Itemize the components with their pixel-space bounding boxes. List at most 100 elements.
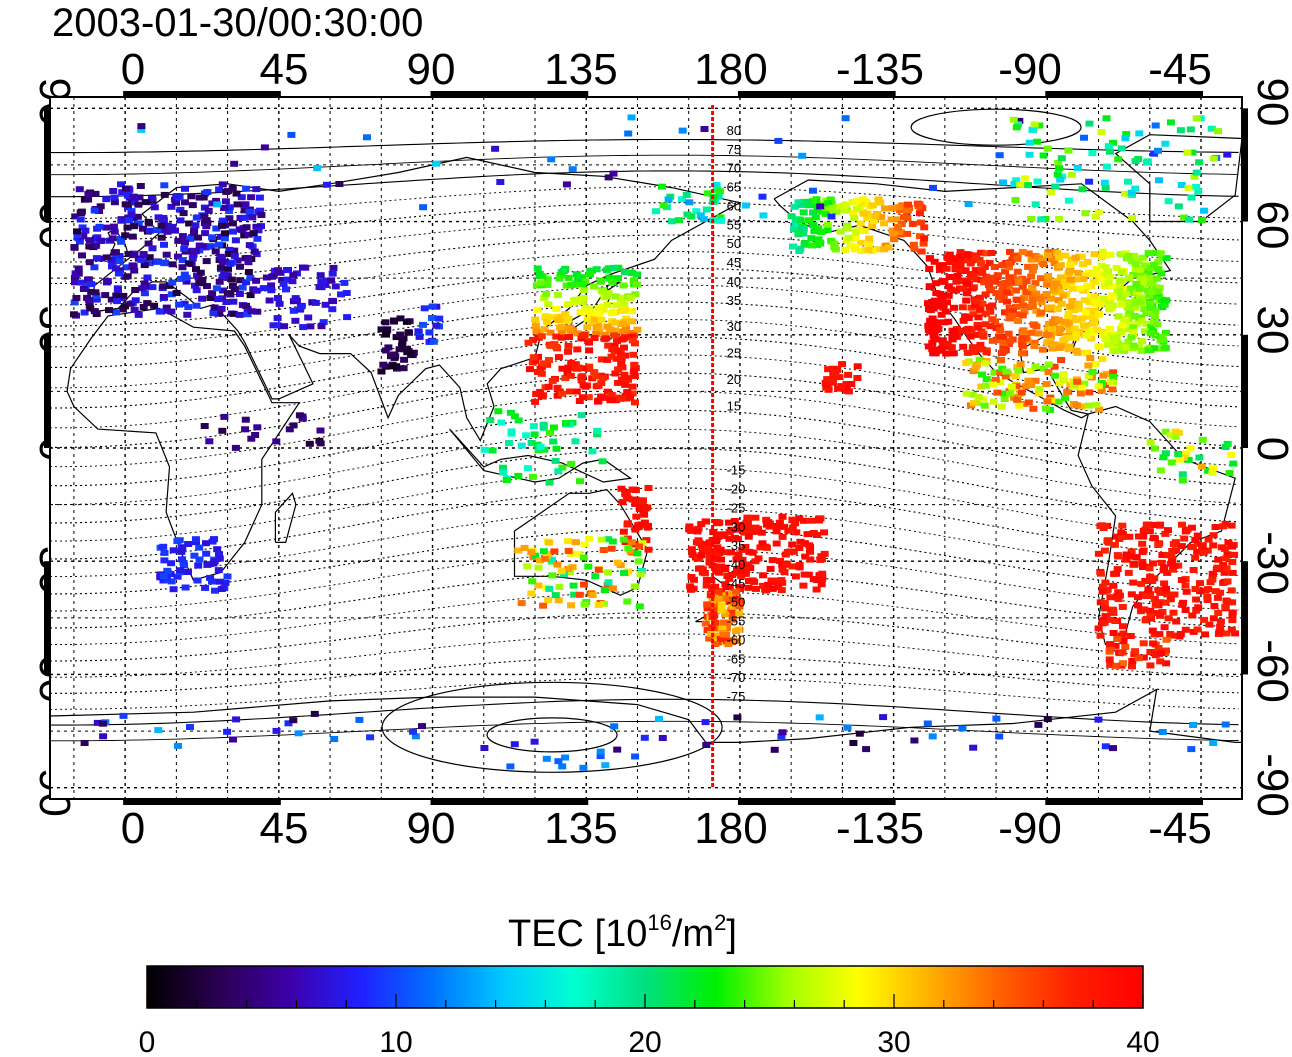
tec-cell <box>1114 596 1123 603</box>
tec-cell <box>131 297 140 304</box>
tec-cell <box>1228 559 1237 565</box>
tec-cell <box>1020 401 1029 407</box>
tec-cell <box>574 364 583 371</box>
tec-cell <box>578 299 587 306</box>
tec-cell <box>262 274 271 281</box>
tec-cell <box>1148 289 1157 296</box>
tec-cell <box>632 281 641 288</box>
tec-cell <box>236 263 244 270</box>
tec-cell <box>694 555 702 562</box>
tec-cell <box>189 251 198 258</box>
tec-cell <box>577 309 586 316</box>
tec-cell <box>1105 326 1114 332</box>
tec-cell <box>721 581 730 588</box>
tec-cell <box>93 234 102 241</box>
tec-cell <box>1125 553 1134 560</box>
tec-cell <box>1198 543 1207 550</box>
tec-cell <box>744 529 753 535</box>
tec-cell <box>1044 249 1053 256</box>
tec-cell <box>1031 280 1040 287</box>
tec-cell <box>593 431 602 438</box>
tec-cell <box>1118 522 1127 529</box>
tec-cell <box>804 571 813 578</box>
tec-cell <box>810 228 819 235</box>
tec-cell <box>961 268 970 275</box>
tec-cell <box>377 326 386 333</box>
tec-cell <box>1135 130 1144 137</box>
tec-cell <box>1119 638 1128 645</box>
mag-contour <box>50 698 1239 726</box>
tec-cell <box>1161 140 1170 147</box>
tec-cell <box>635 603 644 610</box>
tec-cell <box>1204 536 1213 543</box>
tec-cell <box>1227 587 1236 594</box>
tec-cell <box>79 233 88 240</box>
tec-cell <box>84 276 92 283</box>
tec-cell <box>321 301 330 308</box>
tec-cell <box>1141 577 1150 584</box>
tec-cell <box>533 306 542 313</box>
tec-cell <box>844 371 853 378</box>
tec-cell <box>1145 292 1154 299</box>
tec-cell <box>974 324 983 331</box>
tec-cell <box>999 179 1007 186</box>
tec-cell <box>820 529 829 536</box>
tec-cell <box>1055 380 1064 387</box>
tec-cell <box>1223 578 1232 585</box>
tec-cell <box>1162 255 1171 262</box>
tec-cell <box>310 710 319 717</box>
tec-cell <box>936 291 945 297</box>
tec-cell <box>719 631 728 638</box>
tec-cell <box>579 294 588 301</box>
tec-cell <box>1028 329 1037 336</box>
tec-cell <box>630 373 639 380</box>
tec-cell <box>727 607 736 613</box>
tec-cell <box>928 339 937 346</box>
tec-cell <box>514 417 523 424</box>
tec-cell <box>1124 252 1133 259</box>
tec-cell <box>888 205 897 212</box>
tec-cell <box>945 274 954 280</box>
tec-cell <box>184 304 193 311</box>
tec-cell <box>496 179 505 185</box>
mag-contour <box>50 633 1239 678</box>
tec-cell <box>1150 631 1159 638</box>
tec-cell <box>971 267 980 274</box>
tec-cell <box>664 196 673 203</box>
tec-cell <box>113 298 122 305</box>
tec-cell <box>783 561 791 568</box>
tec-cell <box>1085 389 1094 396</box>
tec-cell <box>1041 405 1050 412</box>
tec-cell <box>831 369 840 376</box>
tec-cell <box>1084 362 1093 369</box>
tec-cell <box>1106 296 1115 303</box>
tec-cell <box>1068 298 1077 304</box>
tec-cell <box>228 220 237 227</box>
mag-lat-label: -45 <box>727 576 746 591</box>
tec-cell <box>1104 280 1113 286</box>
lon-label-top: 90 <box>407 45 456 94</box>
tec-cell <box>695 540 704 546</box>
tec-cell <box>608 328 617 335</box>
tec-cell <box>928 733 937 740</box>
tec-cell <box>577 412 586 419</box>
tec-cell <box>1111 618 1120 624</box>
tec-cell <box>181 185 189 192</box>
tec-cell <box>1228 612 1237 619</box>
tec-cell <box>117 217 126 224</box>
tec-cell <box>1183 526 1192 533</box>
tec-cell <box>836 228 845 235</box>
lon-label-bottom: 90 <box>407 804 456 853</box>
tec-cell <box>575 591 584 598</box>
tec-cell <box>616 395 625 402</box>
colorbar-tick-label: 40 <box>1126 1026 1159 1057</box>
mag-lat-label: 45 <box>727 255 741 270</box>
tec-cell <box>534 369 542 375</box>
tec-cell <box>937 347 946 354</box>
tec-cell <box>1134 533 1143 540</box>
tec-cell <box>206 574 215 581</box>
tec-cell <box>1130 312 1139 319</box>
tec-cell <box>975 294 984 301</box>
tec-cell <box>959 343 968 350</box>
tec-cell <box>631 399 639 406</box>
